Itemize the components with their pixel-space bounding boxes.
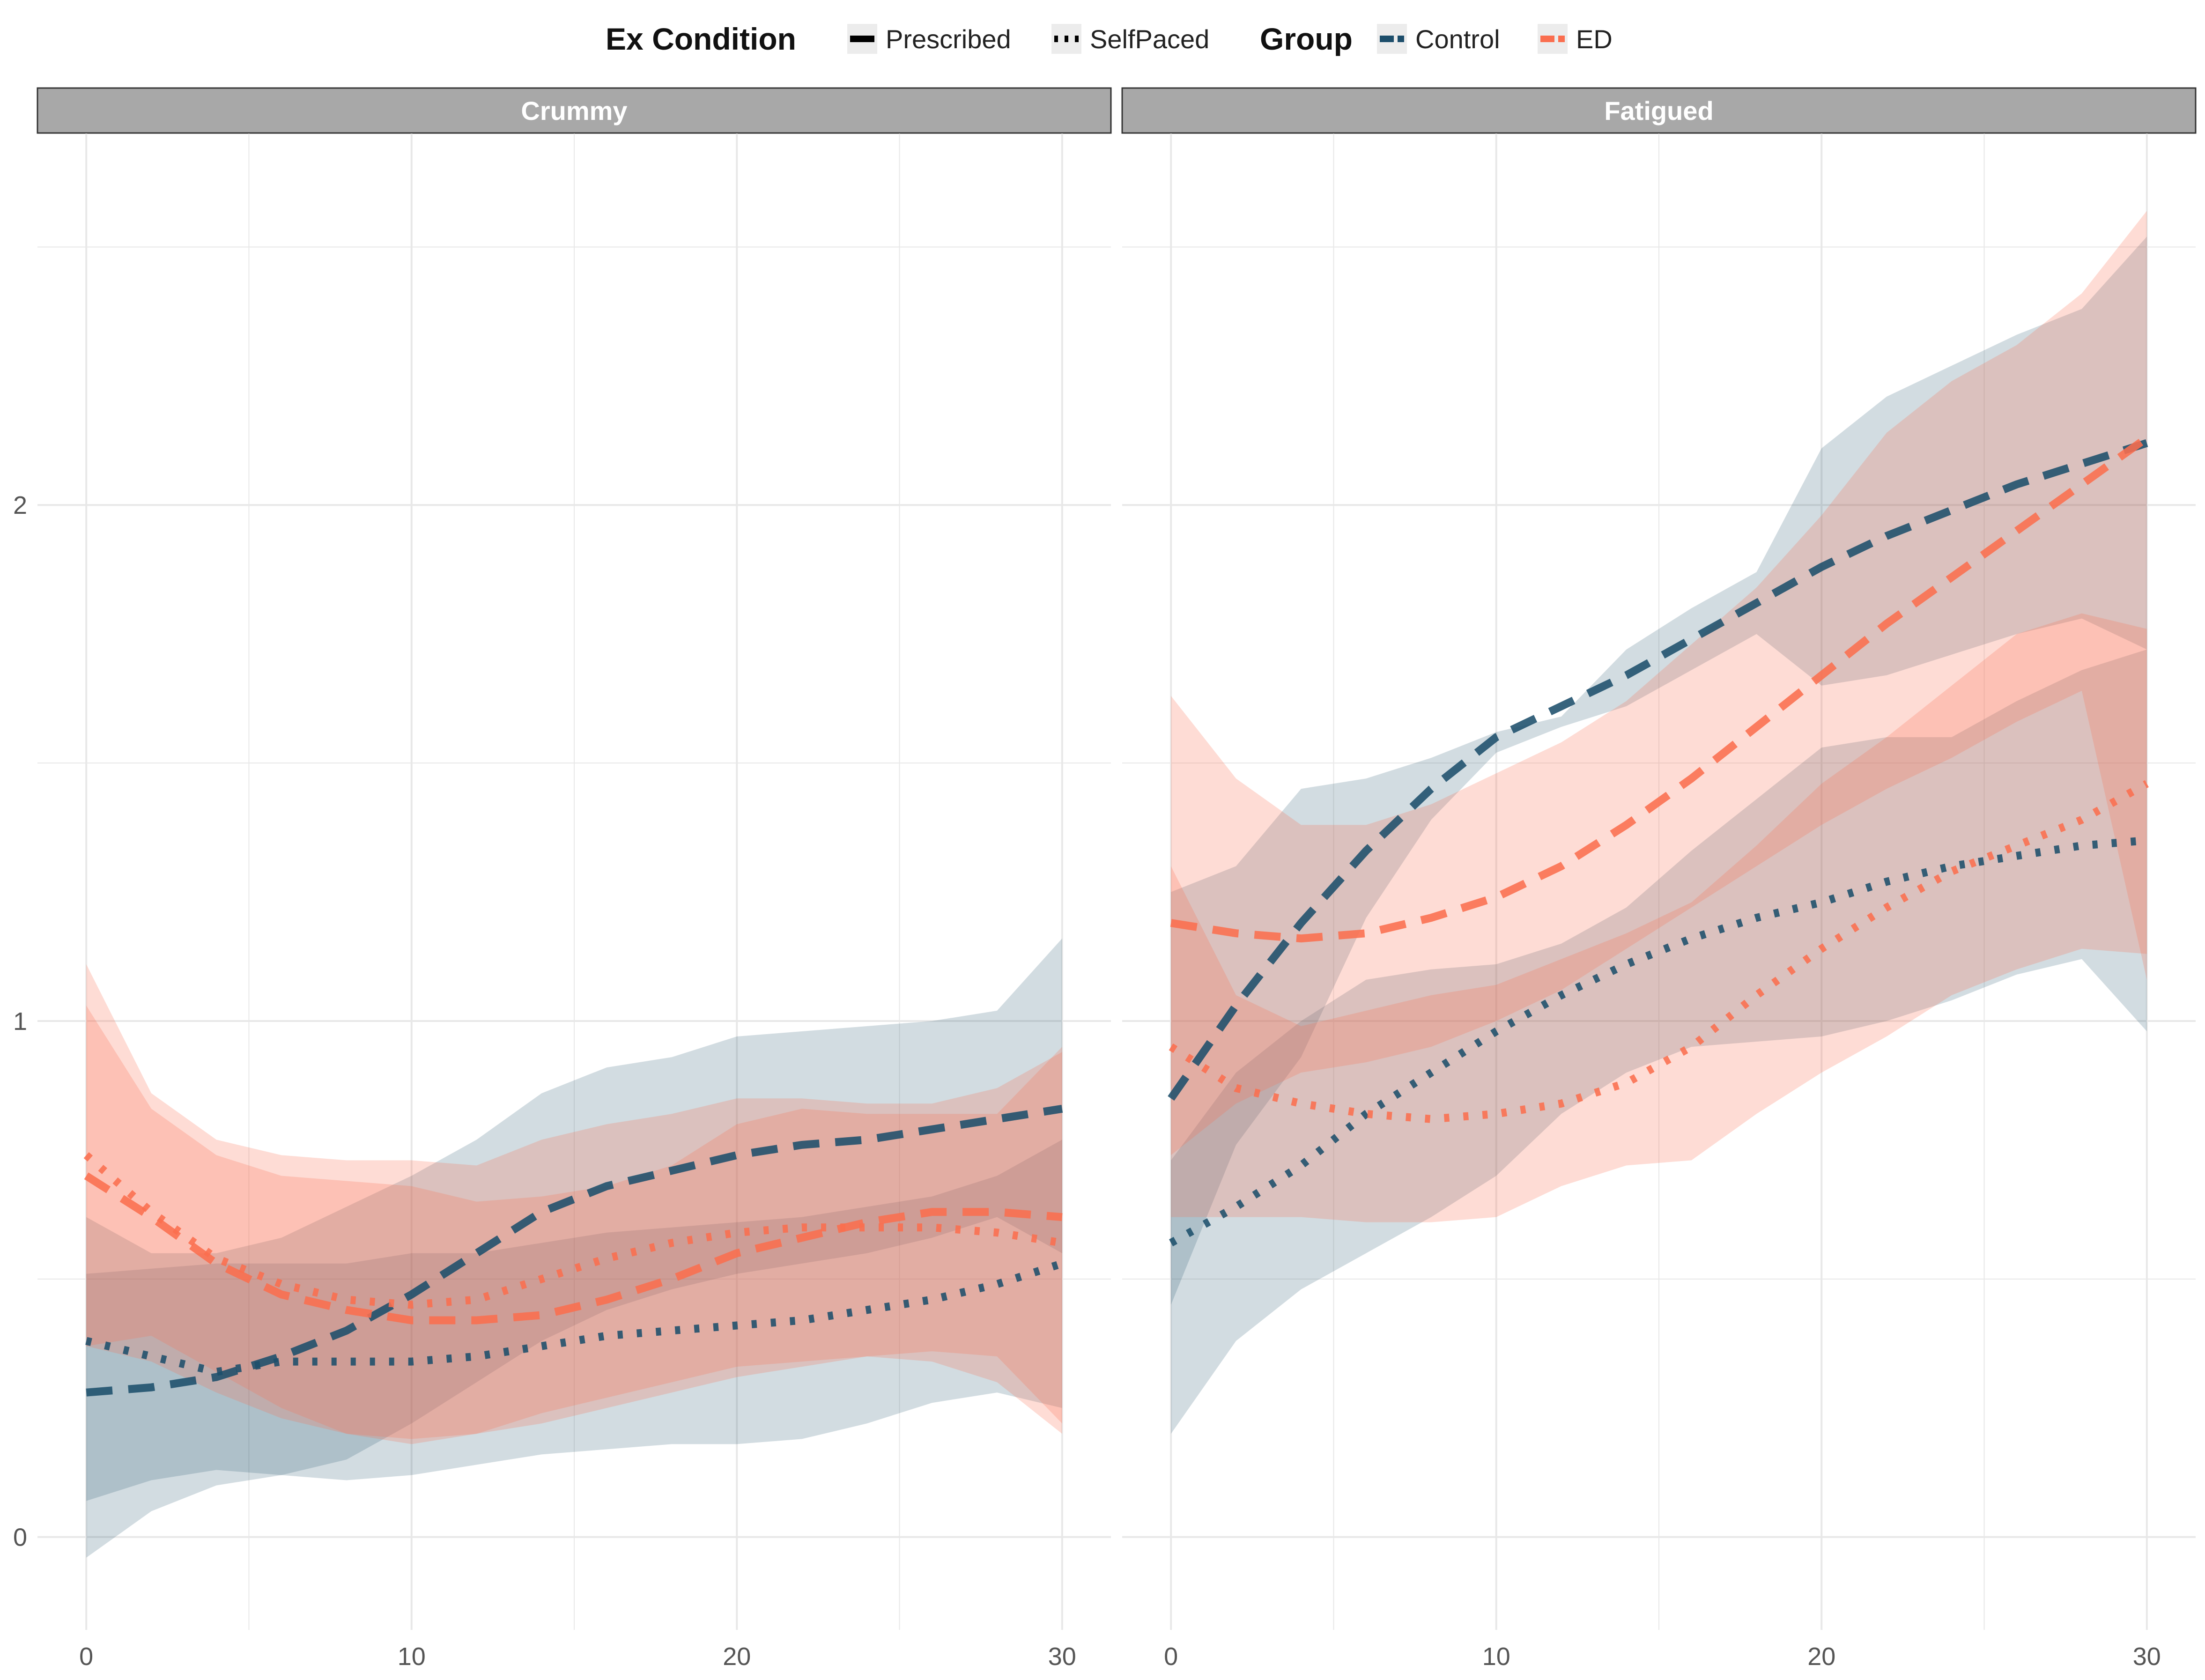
x-axis-ticks: 0 10 20 30	[79, 1643, 1076, 1671]
ribbons	[1171, 211, 2147, 1434]
series-lines	[83, 1104, 1064, 1397]
legend-item-prescribed: Prescribed	[847, 24, 1011, 54]
legend-label: SelfPaced	[1090, 24, 1209, 54]
gridlines	[1122, 133, 2196, 1630]
series-lines	[1168, 435, 2149, 1247]
x-tick-label: 10	[398, 1643, 426, 1671]
legend-title: Ex Condition	[606, 22, 796, 56]
x-tick-label: 10	[1482, 1643, 1510, 1671]
y-tick-label: 2	[13, 491, 27, 519]
ribbon-ed-prescribed	[86, 1005, 1062, 1439]
x-tick-label: 0	[79, 1643, 93, 1671]
ribbon-control-prescribed	[86, 938, 1062, 1558]
legend-group-ex-condition: Ex Condition Prescribed SelfPaced	[606, 22, 1209, 56]
series-line-ed-selfpaced	[1169, 780, 2149, 1123]
ribbon-control-prescribed	[1171, 237, 2147, 1305]
legend: Ex Condition Prescribed SelfPaced Group Cont…	[606, 22, 1613, 56]
facet-panels: Crummy 0 10 20 30 0 1 2 Fatigued 0 10 20 30	[13, 87, 2197, 1671]
facet-panel-fatigued: Fatigued 0 10 20 30	[1121, 87, 2197, 1671]
facet-strip-fatigued	[1121, 87, 2197, 134]
facet-strip-label: Fatigued	[1604, 96, 1713, 126]
x-tick-label: 20	[723, 1643, 751, 1671]
series-line-ed-prescribed	[84, 1172, 1063, 1325]
facet-panel-crummy: Crummy 0 10 20 30 0 1 2	[13, 87, 1112, 1671]
legend-item-selfpaced: SelfPaced	[1051, 24, 1209, 54]
series-line-ed-selfpaced	[83, 1152, 1063, 1309]
x-tick-label: 0	[1164, 1643, 1178, 1671]
legend-item-control: Control	[1377, 24, 1500, 54]
legend-label: Prescribed	[886, 24, 1011, 54]
ribbon-control-selfpaced	[1171, 649, 2147, 1434]
y-tick-label: 0	[13, 1524, 27, 1552]
series-line-control-selfpaced	[1169, 836, 2147, 1247]
x-axis-ticks: 0 10 20 30	[1164, 1643, 2161, 1671]
series-line-control-prescribed	[86, 1104, 1063, 1397]
legend-item-ed: ED	[1538, 24, 1613, 54]
legend-title: Group	[1260, 22, 1353, 56]
facet-strip-label: Crummy	[521, 96, 627, 126]
ribbon-ed-prescribed	[1171, 211, 2147, 1155]
facet-strip-crummy	[37, 87, 1112, 134]
gridlines	[37, 133, 1111, 1630]
x-tick-label: 30	[1048, 1643, 1076, 1671]
y-tick-label: 1	[13, 1007, 27, 1036]
x-tick-label: 30	[2133, 1643, 2161, 1671]
ribbon-ed-selfpaced	[1171, 613, 2147, 1222]
legend-label: ED	[1576, 24, 1613, 54]
legend-group-group: Group Control ED	[1260, 22, 1613, 56]
series-line-control-prescribed	[1168, 439, 2148, 1101]
ribbon-ed-selfpaced	[86, 964, 1062, 1444]
series-line-ed-prescribed	[1170, 435, 2149, 943]
y-axis-ticks: 0 1 2	[13, 491, 27, 1551]
x-tick-label: 20	[1807, 1643, 1835, 1671]
legend-label: Control	[1415, 24, 1500, 54]
